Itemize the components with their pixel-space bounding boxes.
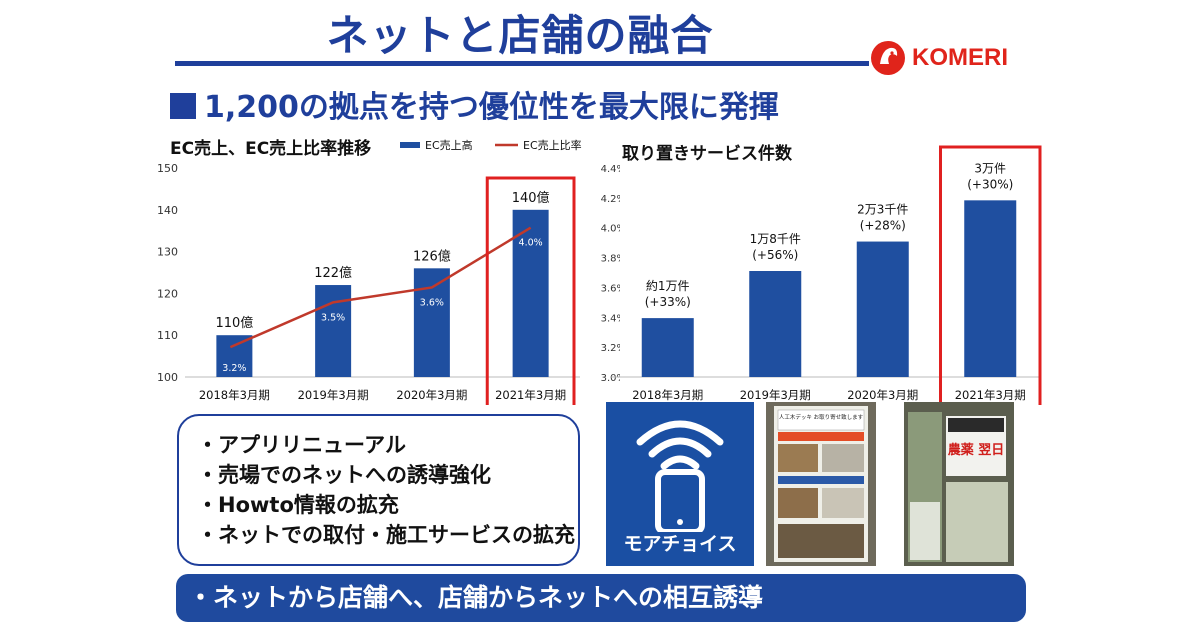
ratio-data-label: 3.5%	[321, 312, 345, 323]
bar-value-label: 140億	[512, 190, 550, 206]
photo-caption: 人工木デッキ お取り寄せ致します	[779, 413, 864, 421]
growth-label: (+33%)	[645, 295, 691, 309]
y2-tick-label: 3.8%	[601, 254, 620, 265]
bar	[964, 200, 1017, 377]
bar-value-label: 122億	[314, 265, 352, 281]
mutual-guidance-banner: ・ネットから店舗へ、店舗からネットへの相互誘導	[176, 574, 1026, 622]
bar-value-label: 126億	[413, 248, 451, 264]
x-tick-label: 2020年3月期	[847, 388, 918, 402]
komeri-logo: KOMERI	[868, 36, 1028, 80]
more-choice-app-tile: モアチョイス	[606, 402, 754, 566]
x-tick-label: 2018年3月期	[199, 388, 270, 402]
rooster-icon	[871, 41, 905, 75]
ratio-data-label: 3.6%	[420, 297, 444, 308]
store-photo-deck: 人工木デッキ お取り寄せ致します	[766, 402, 876, 566]
y2-tick-label: 4.0%	[601, 224, 620, 235]
bullet-item: ・Howto情報の拡充	[197, 493, 399, 517]
reservation-count-chart: 約1万件 (+33%) 2018年3月期 1万8千件 (+56%) 2019年3月期 2万3…	[610, 145, 1042, 405]
bar	[512, 209, 549, 377]
growth-label: (+30%)	[967, 177, 1013, 191]
y-tick-label: 130	[157, 246, 178, 259]
ratio-line	[229, 226, 532, 349]
bullet-item: ・アプリリニューアル	[197, 433, 406, 457]
legend-swatch-bar	[400, 142, 420, 148]
highlight-box	[485, 176, 576, 405]
y-tick-label: 100	[157, 371, 178, 384]
ec-chart-title: EC売上、EC売上比率推移	[170, 139, 372, 159]
bar	[856, 241, 909, 377]
logo-text: KOMERI	[912, 44, 1008, 71]
x-tick-label: 2021年3月期	[955, 388, 1026, 402]
highlight-box	[939, 145, 1042, 405]
x-tick-label: 2020年3月期	[396, 388, 467, 402]
bar	[749, 271, 802, 377]
y2-tick-label: 3.4%	[601, 313, 620, 324]
x-tick-label: 2021年3月期	[495, 388, 566, 402]
bar	[216, 335, 253, 377]
title-underline	[175, 61, 869, 66]
legend-label: EC売上高	[425, 138, 473, 152]
bar-value-label: 110億	[215, 315, 253, 331]
bullet-item: ・売場でのネットへの誘導強化	[197, 463, 491, 487]
bar	[413, 268, 450, 377]
subtitle: 1,200の拠点を持つ優位性を最大限に発揮	[170, 82, 779, 126]
app-label: モアチョイス	[623, 533, 737, 555]
store-photo-pesticide: 農薬 翌日	[904, 402, 1014, 566]
y2-tick-label: 3.0%	[601, 373, 620, 384]
bullet-item: ・ネットでの取付・施工サービスの拡充	[197, 523, 575, 547]
page-title: ネットと店舗の融合	[326, 11, 714, 60]
y2-tick-label: 4.4%	[601, 164, 620, 175]
x-tick-label: 2019年3月期	[740, 388, 811, 402]
subtitle-text: 1,200の拠点を持つ優位性を最大限に発揮	[204, 90, 779, 125]
bar-value-label: 2万3千件	[857, 203, 908, 217]
x-tick-label: 2019年3月期	[298, 388, 369, 402]
square-bullet-icon	[170, 93, 196, 119]
y2-tick-label: 3.2%	[601, 343, 620, 354]
initiatives-box: ・アプリリニューアル ・売場でのネットへの誘導強化 ・Howto情報の拡充 ・ネ…	[177, 414, 580, 566]
y2-tick-label: 4.2%	[601, 194, 620, 205]
bar	[641, 318, 694, 377]
x-tick-label: 2018年3月期	[632, 388, 703, 402]
reservation-chart-title: 取り置きサービス件数	[622, 144, 792, 164]
legend-label: EC売上比率	[523, 138, 582, 152]
y-tick-label: 150	[157, 162, 178, 175]
y-tick-label: 140	[157, 204, 178, 217]
y-tick-label: 120	[157, 287, 178, 300]
y2-tick-label: 3.6%	[601, 283, 620, 294]
bar-value-label: 3万件	[974, 161, 1006, 175]
bar-value-label: 約1万件	[646, 278, 690, 293]
smartphone-wifi-icon	[636, 420, 724, 535]
ratio-data-label: 3.2%	[222, 363, 246, 374]
bar-value-label: 1万8千件	[750, 232, 801, 246]
ratio-data-label: 4.0%	[519, 238, 543, 249]
bar	[315, 285, 352, 377]
y-tick-label: 110	[157, 329, 178, 342]
ec-sales-chart: 150 140 130 120 110 100 4.4% 4.2% 4.0% 3.8% 3.6% 3.…	[157, 138, 620, 405]
growth-label: (+28%)	[860, 219, 906, 233]
growth-label: (+56%)	[752, 248, 798, 262]
photo-caption: 農薬 翌日	[948, 442, 1005, 458]
